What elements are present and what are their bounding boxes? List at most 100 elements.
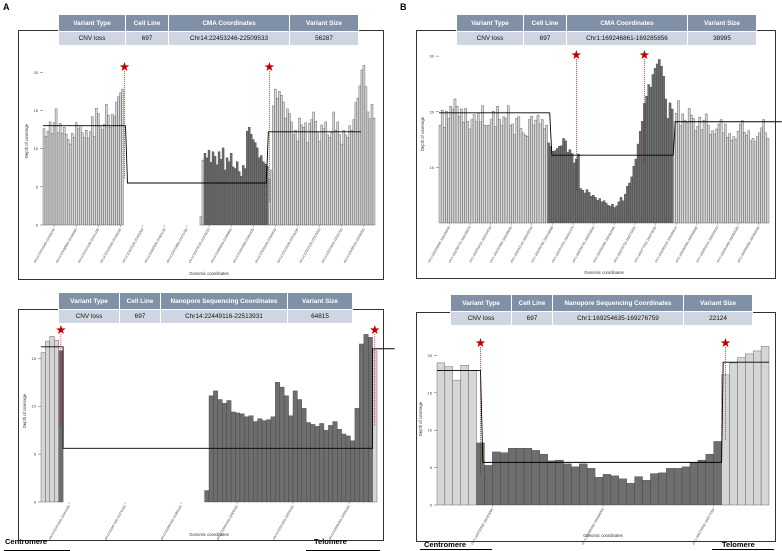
- coverage-bar: [362, 65, 366, 226]
- coverage-bar: [225, 157, 229, 226]
- coverage-bar: [668, 102, 672, 224]
- table-cell: Chr14:22449116-22513931: [160, 309, 288, 324]
- coverage-bar: [258, 157, 261, 226]
- coverage-bar: [511, 123, 514, 224]
- coverage-bar: [316, 131, 319, 226]
- coverage-bar: [677, 100, 680, 224]
- coverage-bar: [526, 136, 529, 224]
- coverage-bar: [332, 111, 335, 226]
- coverage-bar: [288, 415, 294, 503]
- coverage-bar: [346, 137, 350, 226]
- variant-table-bottom-right: Variant Type Cell Line Nanopore Sequenci…: [450, 294, 753, 326]
- coverage-bar: [103, 124, 106, 226]
- coverage-bar: [545, 124, 548, 224]
- coverage-bar: [751, 138, 755, 224]
- coverage-bar: [83, 137, 86, 226]
- coverage-bar: [538, 123, 542, 224]
- coverage-bar: [121, 88, 124, 226]
- coverage-bar: [264, 163, 267, 226]
- x-tick-label: chr14:22441160-22444160: [48, 504, 71, 540]
- coverage-bar: [364, 86, 368, 226]
- coverage-bar: [600, 201, 604, 224]
- coverage-bar: [515, 118, 518, 224]
- coverage-bar: [521, 132, 525, 224]
- coverage-bar: [314, 426, 320, 503]
- y-tick-label: 20: [428, 353, 433, 358]
- coverage-bar: [705, 453, 714, 506]
- coverage-bar: [483, 124, 487, 224]
- coverage-bar: [330, 132, 333, 226]
- x-tick-label: chr14:22538100-22538200: [343, 227, 366, 263]
- coverage-bar: [496, 106, 499, 224]
- coverage-bar: [587, 468, 596, 506]
- coverage-bar: [460, 108, 463, 224]
- coverage-bar: [89, 131, 92, 226]
- coverage-bar: [636, 143, 640, 224]
- coverage-bar: [366, 111, 370, 226]
- coverage-bar: [563, 463, 572, 506]
- coverage-bar: [240, 175, 243, 226]
- table-header-cell: CMA Coordinates: [168, 14, 290, 32]
- table-header-cell: Nanopore Sequencing Coordinates: [552, 294, 684, 312]
- y-tick-label: 0: [430, 503, 433, 508]
- coverage-bar: [117, 96, 120, 226]
- coverage-bar: [444, 366, 453, 506]
- variant-table-top-right: Variant Type Cell Line CMA Coordinates V…: [456, 14, 757, 46]
- table-cell: CNV loss: [58, 309, 120, 324]
- coverage-bar: [477, 112, 480, 224]
- coverage-bar: [119, 92, 122, 226]
- table-cell: 697: [511, 311, 553, 326]
- coverage-bar: [227, 161, 231, 226]
- coverage-bar: [447, 118, 450, 224]
- coverage-bar: [555, 148, 559, 224]
- coverage-bar: [356, 98, 360, 226]
- x-tick-label: chr1:169251370-169251470: [551, 225, 575, 263]
- coverage-plot-bottom-left: 0 5 10 15 Depth of coverage chr14:22441160-22…: [18, 309, 395, 541]
- x-tick-label: chr14:22531600-22531700: [320, 227, 343, 263]
- coverage-bar: [690, 114, 693, 224]
- coverage-bar: [570, 153, 574, 224]
- coverage-bar: [45, 340, 51, 503]
- coverage-bar: [204, 490, 210, 503]
- x-tick-label: chr1:169256740-169256840: [571, 225, 595, 263]
- coverage-bar: [517, 116, 521, 224]
- coverage-bar: [500, 452, 509, 506]
- coverage-bar: [334, 130, 337, 226]
- coverage-chart-bottom-left: 0 5 10 15 Depth of coverage chr14:22441160-22…: [22, 325, 395, 541]
- coverage-bar: [492, 451, 501, 506]
- table-header-cell: Variant Size: [287, 292, 353, 310]
- breakpoint-star-icon: [264, 62, 275, 72]
- centromere-label-left: Centromere: [5, 537, 48, 546]
- coverage-bar: [615, 205, 619, 224]
- coverage-bar: [745, 134, 748, 224]
- coverage-bar: [280, 95, 283, 226]
- coverage-bar: [438, 124, 442, 224]
- coverage-bar: [715, 128, 719, 224]
- x-tick-label: chr1:169234410-169234510: [468, 225, 492, 263]
- table-header-cell: Variant Type: [58, 292, 120, 310]
- coverage-bar: [756, 136, 759, 224]
- coverage-chart-top-right: 10 20 30 Depth of coverage chr1:169226830-16…: [420, 50, 782, 275]
- coverage-bar: [724, 123, 727, 224]
- table-header-cell: CMA Coordinates: [566, 14, 688, 32]
- coverage-bar: [318, 141, 321, 226]
- coverage-bar: [681, 466, 691, 506]
- coverage-bar: [762, 119, 765, 224]
- coverage-bar: [579, 188, 582, 224]
- coverage-bar: [647, 84, 650, 224]
- coverage-bar: [62, 127, 66, 226]
- coverage-bar: [592, 195, 595, 224]
- coverage-bar: [350, 130, 354, 226]
- table-header-row: Variant Type Cell Line Nanopore Sequenci…: [58, 292, 353, 310]
- coverage-bar: [443, 127, 446, 224]
- breakpoint-star-icon: [119, 62, 130, 72]
- x-tick-label: chr14:22436800-22436900: [55, 227, 78, 263]
- x-tick-label: chr14:22453100-22453200: [121, 227, 144, 263]
- coverage-bar: [231, 166, 235, 226]
- coverage-bar: [585, 189, 589, 224]
- coverage-bar: [68, 143, 72, 226]
- y-tick-label: 20: [34, 70, 39, 75]
- centromere-label-right: Centromere: [424, 540, 467, 549]
- coverage-bar: [296, 140, 299, 226]
- coverage-bar: [709, 134, 712, 224]
